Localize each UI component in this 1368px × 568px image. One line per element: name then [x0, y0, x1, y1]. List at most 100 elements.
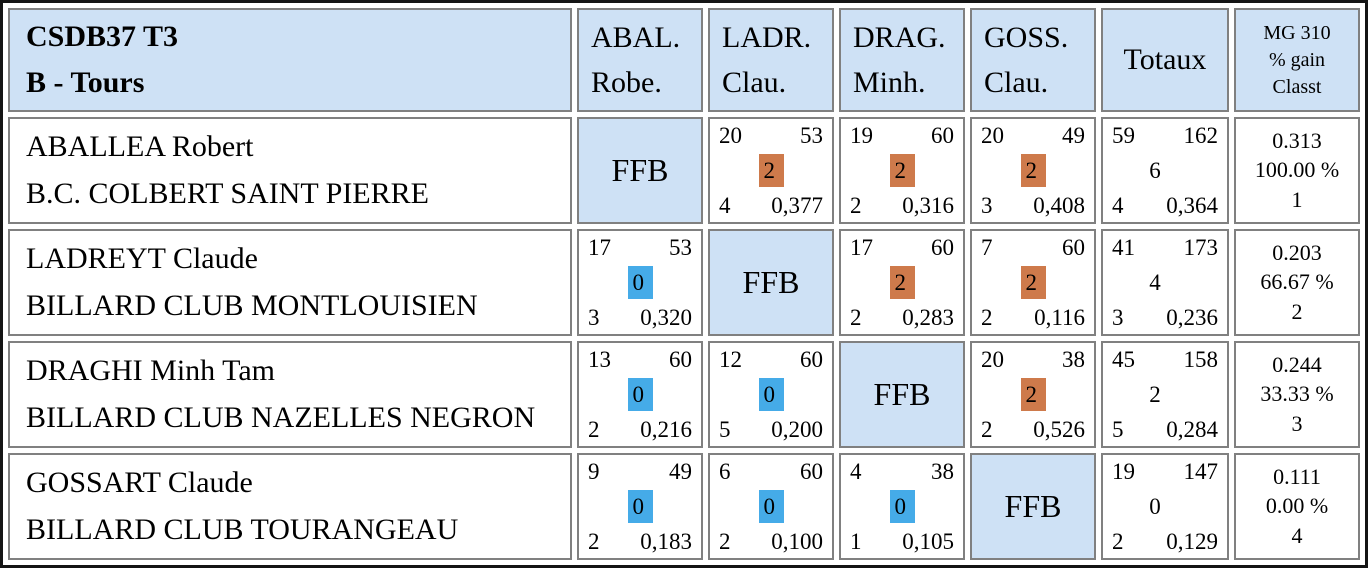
- match-average-line: 5 0,200: [719, 418, 823, 441]
- totals-high-run: 3: [1112, 305, 1124, 330]
- match-average: 0,283: [902, 305, 954, 330]
- match-result-line: 0: [588, 490, 692, 523]
- match-average: 0,216: [640, 417, 692, 442]
- match-high-run: 2: [588, 529, 600, 554]
- totals-average-line: 5 0,284: [1112, 418, 1218, 441]
- match-cell: 20 38 2 2 0,526: [970, 341, 1096, 448]
- rank: 3: [1291, 410, 1303, 436]
- totals-high-run: 2: [1112, 529, 1124, 554]
- match-cell: 20 49 2 3 0,408: [970, 117, 1096, 224]
- match-score-line: 4 38: [850, 460, 954, 483]
- match-high-run: 4: [719, 193, 731, 218]
- match-score-line: 17 53: [588, 236, 692, 259]
- match-points-badge: 0: [758, 490, 784, 523]
- general-average: 0.203: [1272, 240, 1322, 265]
- match-score-line: 20 53: [719, 124, 823, 147]
- totals-points-scored: 59: [1112, 123, 1135, 148]
- match-average: 0,200: [771, 417, 823, 442]
- ranking-cell: 0.244 33.33 % 3: [1234, 341, 1360, 448]
- match-score-line: 20 49: [981, 124, 1085, 147]
- totals-average-line: 4 0,364: [1112, 194, 1218, 217]
- totals-high-run: 5: [1112, 417, 1124, 442]
- match-high-run: 1: [850, 529, 862, 554]
- match-average-line: 1 0,105: [850, 530, 954, 553]
- match-points-badge: 0: [627, 490, 653, 523]
- match-high-run: 2: [981, 305, 993, 330]
- totals-high-run: 4: [1112, 193, 1124, 218]
- player-club: BILLARD CLUB MONTLOUISIEN: [26, 288, 478, 322]
- player-club: BILLARD CLUB TOURANGEAU: [26, 512, 459, 546]
- rank: 2: [1291, 298, 1303, 324]
- player-name: ABALLEA Robert: [26, 130, 254, 163]
- column-header-drag: DRAG. Minh.: [839, 8, 965, 112]
- player-name: DRAGHI Minh Tam: [26, 354, 276, 387]
- match-result-line: 0: [719, 490, 823, 523]
- match-points-badge: 2: [1020, 266, 1046, 299]
- totals-points-scored: 19: [1112, 459, 1135, 484]
- match-score-line: 9 49: [588, 460, 692, 483]
- match-innings: 60: [800, 347, 823, 372]
- totals-cell: 45 158 2 5 0,284: [1101, 341, 1229, 448]
- match-innings: 60: [1062, 235, 1085, 260]
- tournament-title-cell: CSDB37 T3 B - Tours: [8, 8, 572, 112]
- totals-score-line: 59 162: [1112, 124, 1218, 147]
- totals-average: 0,284: [1166, 417, 1218, 442]
- column-header-goss: GOSS. Clau.: [970, 8, 1096, 112]
- match-average: 0,408: [1033, 193, 1085, 218]
- match-score-line: 7 60: [981, 236, 1085, 259]
- match-points-badge: 2: [889, 154, 915, 187]
- match-points-scored: 7: [981, 235, 993, 260]
- match-innings: 60: [669, 347, 692, 372]
- ranking-cell: 0.111 0.00 % 4: [1234, 453, 1360, 560]
- match-cell: 6 60 0 2 0,100: [708, 453, 834, 560]
- match-innings: 53: [669, 235, 692, 260]
- gain-percent-label: % gain: [1268, 49, 1326, 71]
- match-result-line: 0: [719, 378, 823, 411]
- general-average: 0.244: [1272, 352, 1322, 377]
- match-average: 0,526: [1033, 417, 1085, 442]
- player-cell: LADREYT Claude BILLARD CLUB MONTLOUISIEN: [8, 229, 572, 336]
- classement-label: Classt: [1272, 76, 1322, 98]
- match-points-scored: 20: [981, 123, 1004, 148]
- match-cell: 4 38 0 1 0,105: [839, 453, 965, 560]
- player-name: LADREYT Claude: [26, 242, 258, 275]
- totals-result-line: 6: [1112, 159, 1218, 182]
- win-percent: 66.67 %: [1260, 269, 1334, 295]
- match-result-line: 2: [981, 378, 1085, 411]
- match-points-scored: 9: [588, 459, 600, 484]
- match-high-run: 2: [719, 529, 731, 554]
- column-header-abal: ABAL. Robe.: [577, 8, 703, 112]
- match-average-line: 3 0,320: [588, 306, 692, 329]
- match-innings: 38: [931, 459, 954, 484]
- match-score-line: 13 60: [588, 348, 692, 371]
- match-score-line: 17 60: [850, 236, 954, 259]
- match-average-line: 4 0,377: [719, 194, 823, 217]
- player-club: BILLARD CLUB NAZELLES NEGRON: [26, 400, 536, 434]
- totals-score-line: 41 173: [1112, 236, 1218, 259]
- match-innings: 49: [669, 459, 692, 484]
- match-result-line: 2: [981, 154, 1085, 187]
- totals-cell: 59 162 6 4 0,364: [1101, 117, 1229, 224]
- totals-average: 0,236: [1166, 305, 1218, 330]
- match-high-run: 2: [850, 305, 862, 330]
- totals-innings: 158: [1183, 347, 1219, 372]
- match-points-badge: 0: [627, 266, 653, 299]
- tournament-category: B - Tours: [26, 66, 145, 99]
- totals-innings: 173: [1183, 235, 1219, 260]
- match-points-badge: 2: [889, 266, 915, 299]
- match-average-line: 3 0,408: [981, 194, 1085, 217]
- match-score-line: 19 60: [850, 124, 954, 147]
- totals-result-line: 4: [1112, 271, 1218, 294]
- opponent-firstname: Minh.: [853, 66, 926, 99]
- match-score-line: 20 38: [981, 348, 1085, 371]
- match-innings: 38: [1062, 347, 1085, 372]
- match-points-badge: 0: [889, 490, 915, 523]
- match-points-scored: 20: [719, 123, 742, 148]
- match-score-line: 6 60: [719, 460, 823, 483]
- match-points-scored: 20: [981, 347, 1004, 372]
- ffb-self-cell: FFB: [839, 341, 965, 448]
- match-high-run: 2: [981, 417, 993, 442]
- match-cell: 19 60 2 2 0,316: [839, 117, 965, 224]
- match-cell: 9 49 0 2 0,183: [577, 453, 703, 560]
